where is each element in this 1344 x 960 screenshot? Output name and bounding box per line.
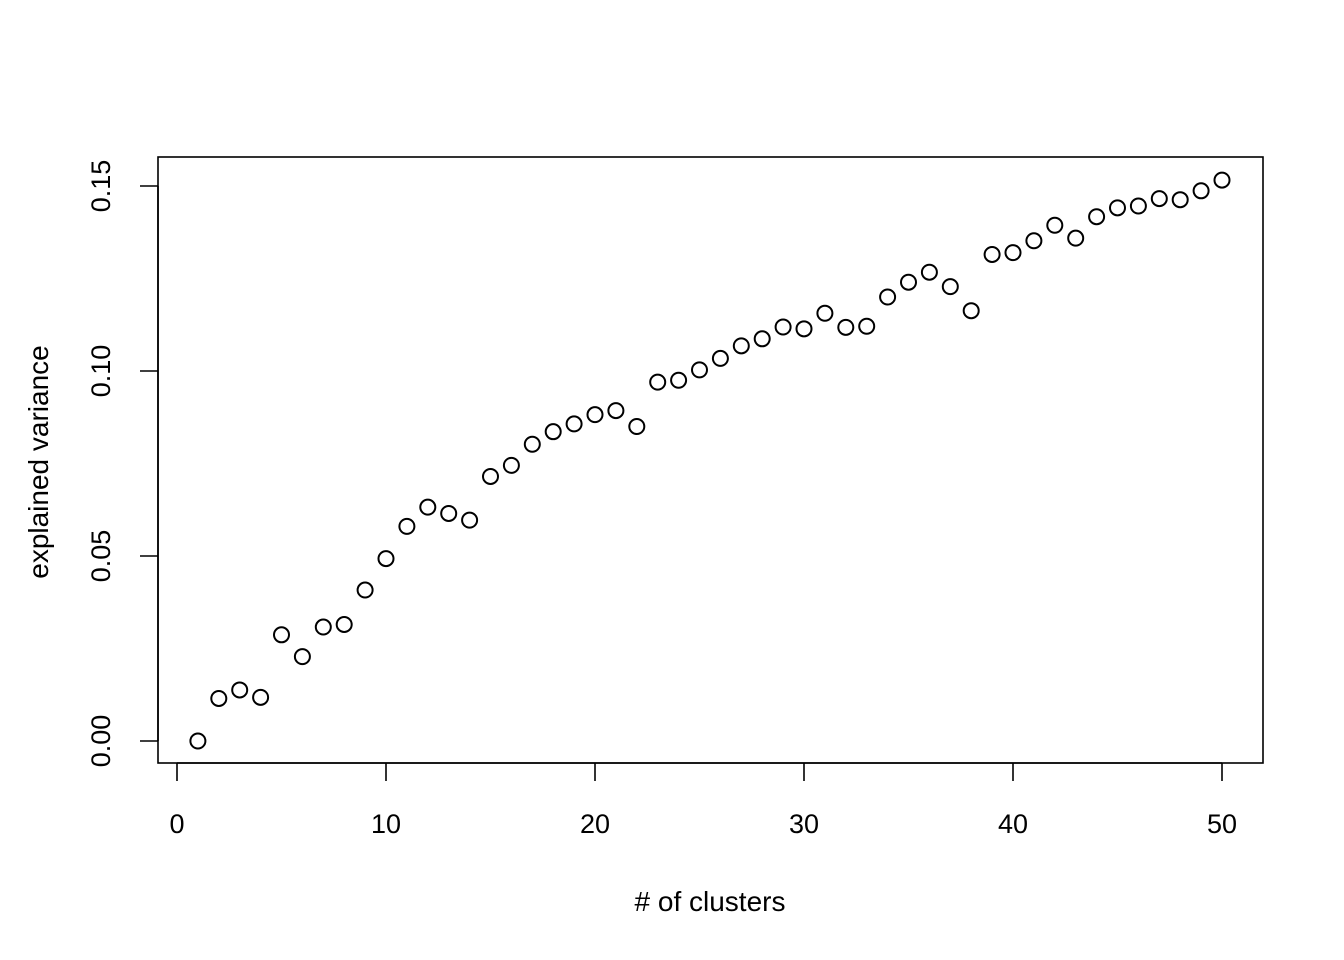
data-point	[962, 302, 980, 320]
x-tick-label: 10	[371, 809, 401, 839]
data-point	[649, 373, 667, 391]
y-axis-title: explained variance	[23, 345, 54, 579]
data-point	[607, 402, 625, 420]
data-point	[753, 330, 771, 348]
data-point	[628, 418, 646, 435]
data-point	[1171, 191, 1189, 209]
data-point	[252, 688, 270, 706]
y-axis: 0.00 0.05 0.10 0.15	[86, 160, 159, 768]
y-tick-label: 0.10	[86, 345, 116, 398]
data-point	[273, 626, 290, 644]
data-point	[711, 349, 729, 367]
data-point	[816, 304, 834, 322]
data-point	[440, 504, 458, 522]
data-point	[293, 648, 311, 666]
data-point	[1150, 190, 1168, 208]
y-tick-label: 0.05	[86, 530, 116, 583]
data-point	[879, 288, 897, 306]
x-tick-label: 30	[789, 809, 819, 839]
data-point	[1067, 229, 1085, 247]
x-tick-label: 0	[169, 809, 184, 839]
data-point	[314, 618, 332, 636]
data-point	[502, 456, 520, 474]
x-tick-label: 40	[998, 809, 1028, 839]
data-point	[1025, 232, 1043, 250]
data-point	[335, 615, 353, 633]
data-point	[461, 511, 479, 529]
x-axis: 0 10 20 30 40 50	[169, 762, 1237, 839]
data-point	[419, 498, 437, 516]
data-point	[377, 550, 395, 568]
data-point	[774, 318, 792, 336]
data-points	[189, 171, 1231, 750]
data-point	[858, 317, 876, 335]
data-point	[1046, 216, 1064, 234]
plot-frame	[157, 156, 1264, 764]
data-point	[482, 467, 499, 485]
data-point	[523, 435, 541, 453]
data-point	[1213, 171, 1231, 189]
data-point	[670, 371, 688, 389]
data-point	[983, 245, 1001, 263]
data-point	[941, 278, 959, 296]
data-point	[398, 517, 416, 535]
x-tick-label: 20	[580, 809, 610, 839]
data-point	[732, 337, 750, 355]
data-point	[1192, 182, 1210, 200]
data-point	[231, 681, 249, 699]
data-point	[1004, 244, 1022, 262]
data-point	[837, 318, 855, 336]
data-point	[691, 361, 708, 379]
data-point	[586, 406, 604, 424]
y-tick-label: 0.15	[86, 160, 116, 213]
data-point	[900, 273, 917, 291]
data-point	[1109, 199, 1126, 217]
data-point	[1088, 208, 1106, 226]
x-tick-label: 50	[1207, 809, 1237, 839]
data-point	[920, 263, 938, 281]
data-point	[544, 423, 562, 441]
y-tick-label: 0.00	[86, 715, 116, 768]
data-point	[795, 320, 813, 338]
data-point	[1129, 197, 1147, 215]
data-point	[189, 732, 207, 750]
data-point	[210, 689, 228, 707]
data-point	[356, 581, 374, 599]
data-point	[565, 415, 583, 433]
x-axis-title: # of clusters	[635, 886, 786, 917]
